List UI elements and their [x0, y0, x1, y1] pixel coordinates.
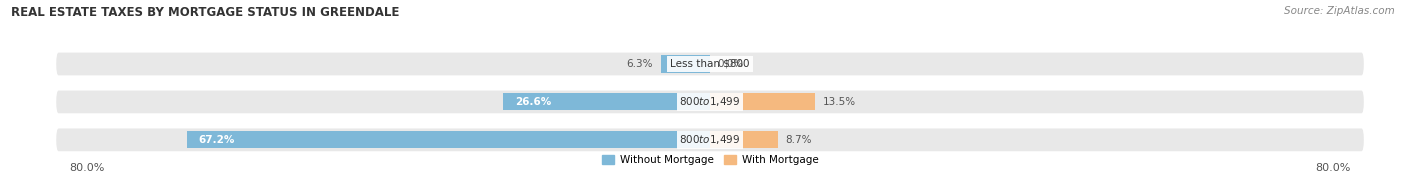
- Text: 8.7%: 8.7%: [786, 135, 813, 145]
- Text: 26.6%: 26.6%: [515, 97, 551, 107]
- Text: REAL ESTATE TAXES BY MORTGAGE STATUS IN GREENDALE: REAL ESTATE TAXES BY MORTGAGE STATUS IN …: [11, 6, 399, 19]
- Bar: [661, 55, 710, 73]
- Text: 67.2%: 67.2%: [198, 135, 235, 145]
- Bar: [187, 131, 710, 148]
- Text: $800 to $1,499: $800 to $1,499: [679, 133, 741, 146]
- Text: $800 to $1,499: $800 to $1,499: [679, 95, 741, 108]
- FancyBboxPatch shape: [56, 53, 1364, 75]
- Bar: [710, 93, 815, 111]
- FancyBboxPatch shape: [56, 128, 1364, 151]
- Legend: Without Mortgage, With Mortgage: Without Mortgage, With Mortgage: [602, 155, 818, 165]
- Bar: [503, 93, 710, 111]
- Text: 13.5%: 13.5%: [823, 97, 856, 107]
- Text: Less than $800: Less than $800: [671, 59, 749, 69]
- FancyBboxPatch shape: [56, 91, 1364, 113]
- Text: Source: ZipAtlas.com: Source: ZipAtlas.com: [1284, 6, 1395, 16]
- Bar: [710, 131, 778, 148]
- Text: 6.3%: 6.3%: [627, 59, 654, 69]
- Text: 0.0%: 0.0%: [718, 59, 744, 69]
